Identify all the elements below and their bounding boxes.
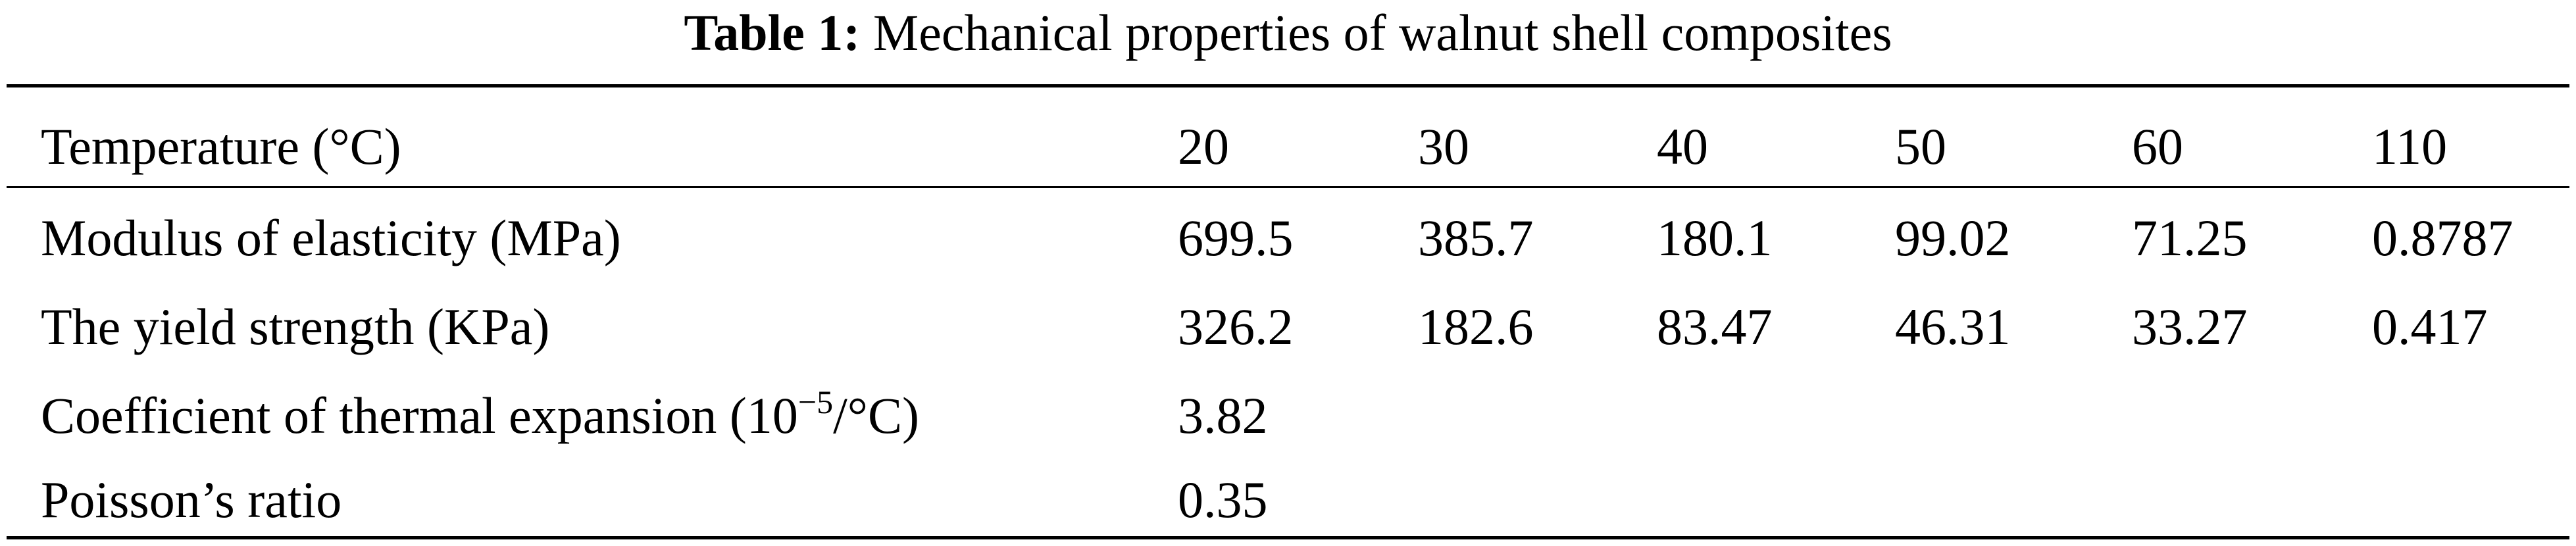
header-temp-cell: 60 (2132, 118, 2183, 175)
row-label-exponent: −5 (797, 384, 834, 420)
table-top-rule (7, 84, 2569, 87)
row-label-poissons-ratio: Poisson’s ratio (41, 471, 342, 528)
row-label-thermal-expansion: Coefficient of thermal expansion (10−5/°… (41, 384, 919, 445)
header-temp-cell: 50 (1895, 118, 1946, 175)
table-cell: 182.6 (1418, 298, 1534, 355)
table-header-rule (7, 186, 2569, 188)
table-cell: 33.27 (2132, 298, 2248, 355)
table-cell: 71.25 (2132, 209, 2248, 266)
caption-label: Table 1: (684, 4, 861, 61)
caption-title: Mechanical properties of walnut shell co… (872, 4, 1892, 61)
header-temp-cell: 110 (2372, 118, 2448, 175)
table-cell: 0.417 (2372, 298, 2488, 355)
table-cell: 699.5 (1178, 209, 1294, 266)
row-label-prefix: Coefficient of thermal expansion (10 (41, 387, 798, 444)
header-temp-cell: 40 (1657, 118, 1708, 175)
header-label: Temperature (°C) (41, 118, 401, 175)
header-temp-cell: 30 (1418, 118, 1469, 175)
row-label-yield-strength: The yield strength (KPa) (41, 298, 550, 355)
table-cell: 180.1 (1657, 209, 1773, 266)
row-label-suffix: /°C) (833, 387, 919, 444)
row-label-modulus: Modulus of elasticity (MPa) (41, 209, 621, 266)
table-caption: Table 1: Mechanical properties of walnut… (0, 0, 2576, 79)
header-temp-cell: 20 (1178, 118, 1229, 175)
table-cell: 326.2 (1178, 298, 1294, 355)
table-cell: 0.8787 (2372, 209, 2513, 266)
table-cell: 3.82 (1178, 387, 1268, 444)
table-cell: 0.35 (1178, 471, 1268, 528)
table-bottom-rule (7, 536, 2569, 539)
table-cell: 46.31 (1895, 298, 2011, 355)
table-cell: 385.7 (1418, 209, 1534, 266)
table-cell: 99.02 (1895, 209, 2011, 266)
table-cell: 83.47 (1657, 298, 1773, 355)
